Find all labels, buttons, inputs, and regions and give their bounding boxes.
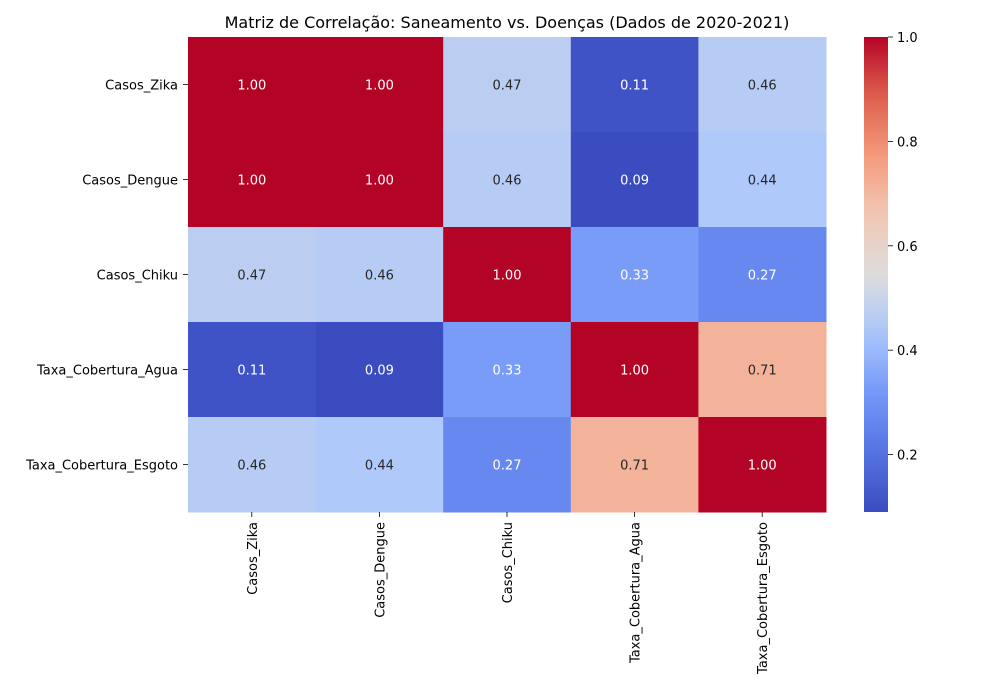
heatmap-cell	[698, 132, 827, 228]
cell-value-label: 0.33	[620, 269, 649, 284]
heatmap-cell	[570, 322, 699, 418]
row-tick-labels: Casos_Zika Casos_Dengue Casos_Chiku Taxa_Co…	[25, 79, 188, 474]
heatmap-cell	[570, 132, 699, 228]
heatmap-cell	[188, 37, 317, 133]
cell-value-label: 1.00	[748, 459, 777, 474]
heatmap-cell	[570, 37, 699, 133]
column-tick-label: Casos_Zika	[246, 522, 261, 595]
heatmap-cell	[315, 227, 444, 323]
column-tick-label: Taxa_Cobertura_Agua	[629, 522, 644, 664]
cell-value-label: 0.46	[748, 79, 777, 94]
heatmap-cell	[443, 132, 572, 228]
cell-value-label: 0.09	[620, 174, 649, 189]
row-tick-label: Casos_Zika	[105, 79, 178, 94]
heatmap-cell	[188, 227, 317, 323]
cell-value-label: 0.47	[237, 269, 266, 284]
cell-value-label: 1.00	[365, 79, 394, 94]
cell-value-label: 1.00	[237, 174, 266, 189]
cell-value-label: 0.11	[620, 79, 649, 94]
cell-value-label: 0.46	[493, 174, 522, 189]
heatmap-cell	[698, 322, 827, 418]
heatmap-cell	[443, 322, 572, 418]
heatmap-cell	[188, 417, 317, 513]
cell-value-label: 0.27	[748, 269, 777, 284]
heatmap-cell	[315, 322, 444, 418]
cell-value-label: 0.71	[620, 459, 649, 474]
column-tick-labels: Casos_Zika Casos_Dengue Casos_Chiku Taxa_Co…	[246, 512, 771, 675]
colorbar-tick-label: 0.4	[897, 344, 918, 359]
cell-value-label: 0.46	[365, 269, 394, 284]
heatmap-cell	[443, 417, 572, 513]
column-tick-label: Casos_Dengue	[373, 522, 388, 618]
row-tick-label: Taxa_Cobertura_Agua	[36, 364, 178, 379]
cell-value-label: 0.44	[365, 459, 394, 474]
cell-value-label: 0.71	[748, 364, 777, 379]
heatmap-cell	[315, 417, 444, 513]
cell-value-label: 0.27	[493, 459, 522, 474]
heatmap-cell	[698, 37, 827, 133]
row-tick-label: Taxa_Cobertura_Esgoto	[25, 459, 178, 474]
cell-value-label: 0.46	[237, 459, 266, 474]
heatmap-cell	[315, 132, 444, 228]
cell-value-label: 0.33	[493, 364, 522, 379]
colorbar-tick-label: 0.2	[897, 449, 918, 464]
colorbar-tick-label: 0.8	[897, 135, 918, 150]
heatmap-cell	[570, 227, 699, 323]
cell-value-label: 1.00	[620, 364, 649, 379]
chart-title: Matriz de Correlação: Saneamento vs. Doe…	[225, 13, 790, 32]
cell-value-label: 1.00	[493, 269, 522, 284]
heatmap-cells: 1.00 1.00 0.47 0.11 0.46 1.00 1.00 0.46 0.09 0.44…	[188, 37, 827, 513]
colorbar-tick-label: 0.6	[897, 240, 918, 255]
heatmap-cell	[698, 417, 827, 513]
colorbar: 0.2 0.4 0.6 0.8 1.0	[864, 31, 918, 512]
heatmap-cell	[570, 417, 699, 513]
row-tick-label: Casos_Chiku	[97, 269, 178, 284]
cell-value-label: 1.00	[365, 174, 394, 189]
cell-value-label: 1.00	[237, 79, 266, 94]
cell-value-label: 0.11	[237, 364, 266, 379]
colorbar-gradient	[864, 37, 888, 512]
heatmap-cell	[443, 227, 572, 323]
heatmap-cell	[443, 37, 572, 133]
row-tick-label: Casos_Dengue	[82, 174, 178, 189]
heatmap-cell	[188, 322, 317, 418]
cell-value-label: 0.44	[748, 174, 777, 189]
cell-value-label: 0.47	[493, 79, 522, 94]
heatmap-cell	[315, 37, 444, 133]
heatmap-cell	[698, 227, 827, 323]
column-tick-label: Taxa_Cobertura_Esgoto	[756, 522, 771, 675]
column-tick-label: Casos_Chiku	[501, 522, 516, 603]
heatmap-cell	[188, 132, 317, 228]
colorbar-tick-label: 1.0	[897, 31, 918, 46]
cell-value-label: 0.09	[365, 364, 394, 379]
